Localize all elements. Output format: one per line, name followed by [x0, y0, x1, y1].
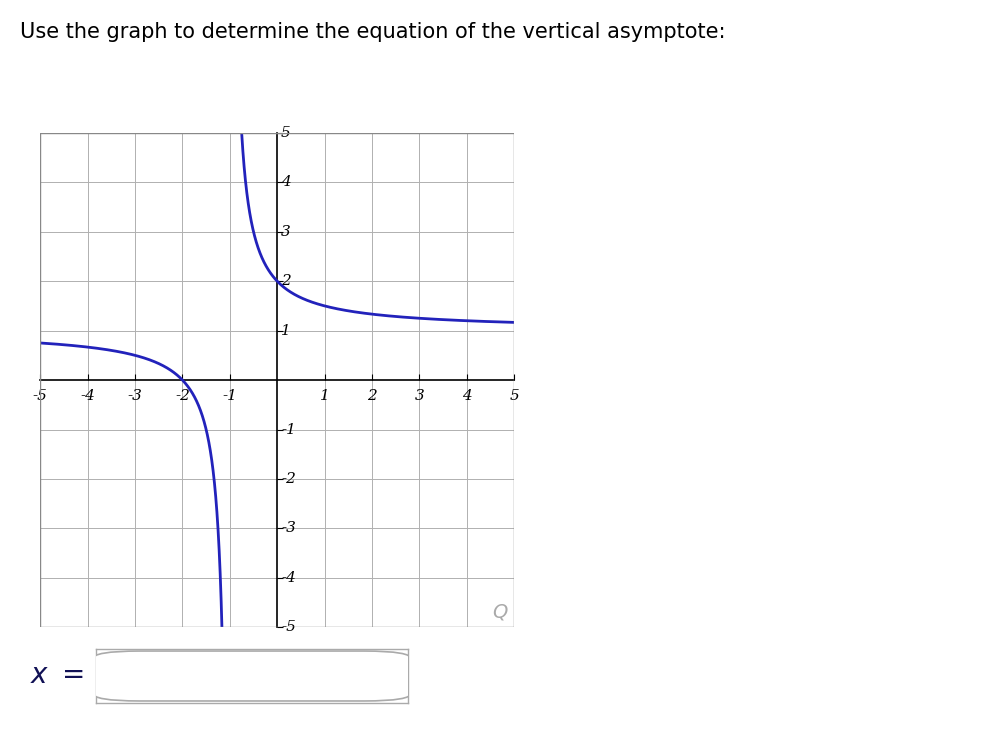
Text: -1: -1 [281, 423, 296, 436]
Text: 4: 4 [462, 389, 472, 403]
Text: Use the graph to determine the equation of the vertical asymptote:: Use the graph to determine the equation … [20, 22, 726, 42]
Text: 3: 3 [414, 389, 424, 403]
FancyBboxPatch shape [93, 651, 411, 701]
Text: Q: Q [492, 603, 508, 622]
Text: 5: 5 [281, 126, 290, 139]
Text: -4: -4 [281, 571, 296, 584]
Text: -1: -1 [223, 389, 237, 403]
Text: $x\ =$: $x\ =$ [30, 662, 85, 689]
Text: -2: -2 [175, 389, 190, 403]
Text: 1: 1 [320, 389, 330, 403]
Text: 4: 4 [281, 176, 290, 189]
Text: 1: 1 [281, 324, 290, 337]
Text: -5: -5 [33, 389, 47, 403]
Text: -5: -5 [281, 621, 296, 634]
Text: -3: -3 [281, 522, 296, 535]
Text: -2: -2 [281, 472, 296, 486]
Text: -3: -3 [128, 389, 142, 403]
Text: 2: 2 [281, 275, 290, 288]
Text: 3: 3 [281, 225, 290, 238]
Text: -4: -4 [81, 389, 95, 403]
Text: 2: 2 [367, 389, 377, 403]
Text: 5: 5 [509, 389, 519, 403]
